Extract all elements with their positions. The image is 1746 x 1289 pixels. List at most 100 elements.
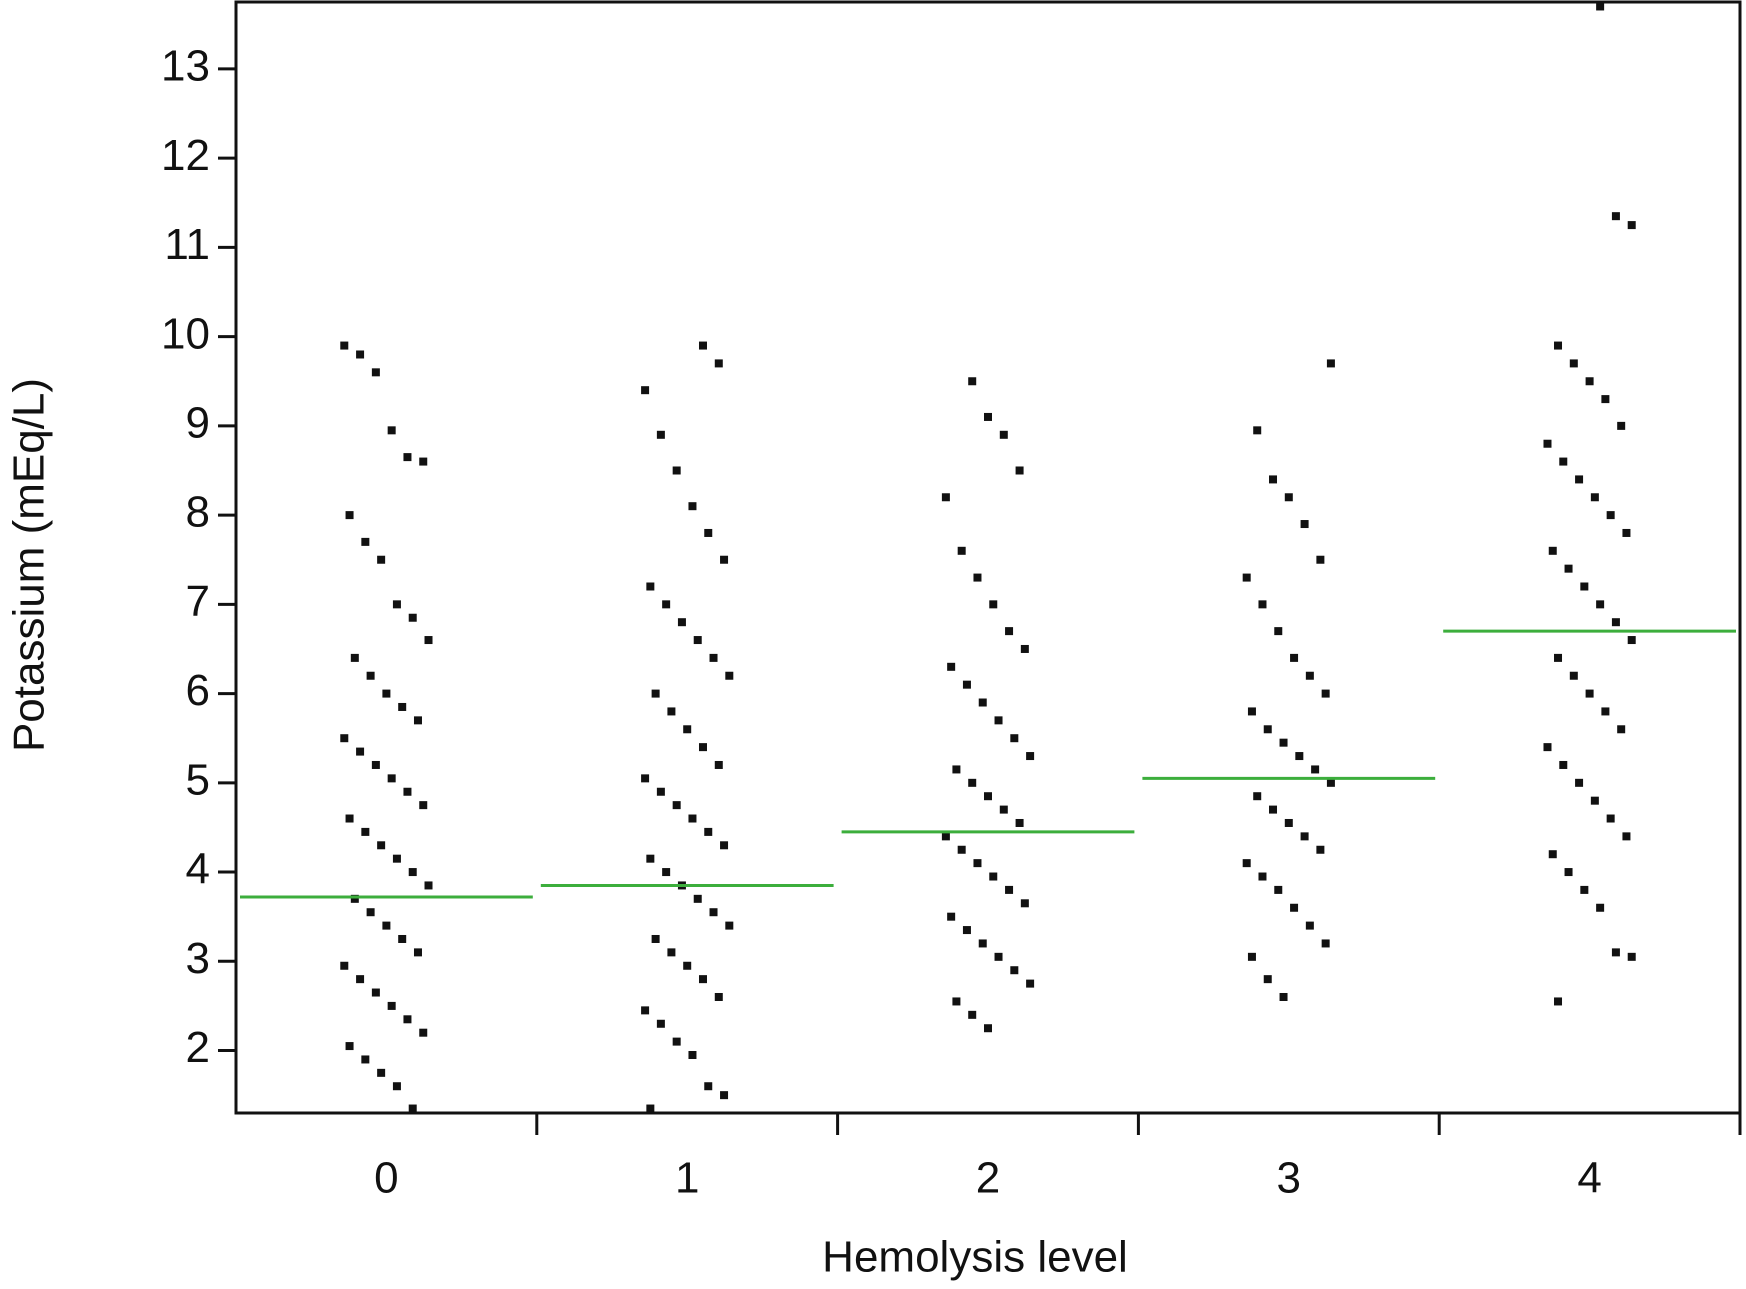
data-point (1596, 2, 1605, 11)
data-point (398, 934, 407, 943)
data-point (1284, 818, 1293, 827)
data-point (962, 926, 971, 935)
data-point (1590, 796, 1599, 805)
data-point (968, 1010, 977, 1019)
data-point (989, 600, 998, 609)
x-tick-label: 4 (1577, 1154, 1601, 1203)
data-point (1026, 752, 1035, 761)
data-point (1015, 466, 1024, 475)
data-point (1569, 671, 1578, 680)
data-point (1627, 636, 1636, 645)
data-point (1300, 520, 1309, 529)
data-point (1295, 752, 1304, 761)
data-point (978, 939, 987, 948)
y-tick-label: 13 (161, 42, 210, 91)
y-tick-label: 6 (186, 666, 210, 715)
data-point (646, 582, 655, 591)
data-point (698, 975, 707, 984)
y-axis-label: Potassium (mEq/L) (5, 378, 54, 752)
data-point (398, 702, 407, 711)
data-point (387, 426, 396, 435)
data-point (1274, 627, 1283, 636)
x-tick-label: 3 (1277, 1154, 1301, 1203)
data-point (1575, 475, 1584, 484)
data-point (646, 1104, 655, 1113)
data-point (1020, 644, 1029, 653)
data-point (651, 689, 660, 698)
data-point (371, 988, 380, 997)
data-point (984, 412, 992, 421)
data-point (1258, 872, 1267, 881)
data-point (413, 948, 422, 957)
data-point (408, 613, 417, 622)
data-point (688, 502, 697, 511)
data-point (1548, 546, 1557, 555)
data-point (973, 859, 982, 868)
data-point (377, 841, 386, 850)
data-point (1575, 778, 1584, 787)
data-point (968, 377, 977, 386)
data-point (387, 774, 396, 783)
data-point (957, 546, 966, 555)
data-point (1258, 600, 1267, 609)
data-point (1326, 359, 1335, 368)
x-tick-label: 2 (976, 1154, 1000, 1203)
data-point (424, 636, 433, 645)
data-point (952, 765, 961, 774)
y-tick-label: 5 (186, 755, 210, 804)
data-point (1274, 885, 1283, 894)
data-point (350, 653, 359, 662)
data-point (361, 1055, 370, 1064)
data-point (350, 894, 359, 903)
data-point (1596, 903, 1605, 912)
data-point (941, 832, 950, 841)
data-point (947, 912, 956, 921)
data-point (419, 457, 428, 466)
data-point (1316, 845, 1325, 854)
data-point (392, 600, 401, 609)
data-point (720, 841, 729, 850)
data-point (672, 801, 681, 810)
data-point (1606, 814, 1615, 823)
data-point (725, 921, 734, 930)
data-point (984, 792, 992, 801)
data-point (382, 921, 391, 930)
data-point (382, 689, 391, 698)
data-point (1263, 725, 1272, 734)
data-point (651, 934, 660, 943)
data-point (1559, 760, 1568, 769)
data-point (693, 894, 702, 903)
data-point (662, 868, 671, 877)
data-point (408, 868, 417, 877)
data-point (392, 854, 401, 863)
y-tick-label: 9 (186, 399, 210, 448)
data-point (356, 975, 365, 984)
data-point (698, 743, 707, 752)
data-point (1290, 903, 1299, 912)
data-point (1564, 868, 1573, 877)
data-point (377, 1068, 386, 1077)
data-point (1611, 618, 1620, 627)
data-point (1269, 475, 1278, 484)
data-point (1617, 421, 1626, 430)
data-point (356, 350, 365, 359)
data-point (1627, 952, 1636, 961)
data-point (641, 1006, 650, 1015)
data-point (667, 707, 676, 716)
y-tick-label: 7 (186, 577, 210, 626)
data-point (641, 774, 650, 783)
data-point (1005, 627, 1014, 636)
data-point (366, 671, 375, 680)
data-point (989, 872, 998, 881)
data-point (1010, 966, 1019, 975)
data-point (1242, 573, 1251, 582)
data-point (1020, 899, 1029, 908)
data-point (688, 1050, 697, 1059)
y-tick-label: 3 (186, 934, 210, 983)
data-point (952, 997, 961, 1006)
data-point (656, 1019, 665, 1028)
data-point (1627, 221, 1636, 230)
data-point (1010, 734, 1019, 743)
data-point (340, 341, 349, 350)
x-tick-label: 0 (374, 1154, 398, 1203)
